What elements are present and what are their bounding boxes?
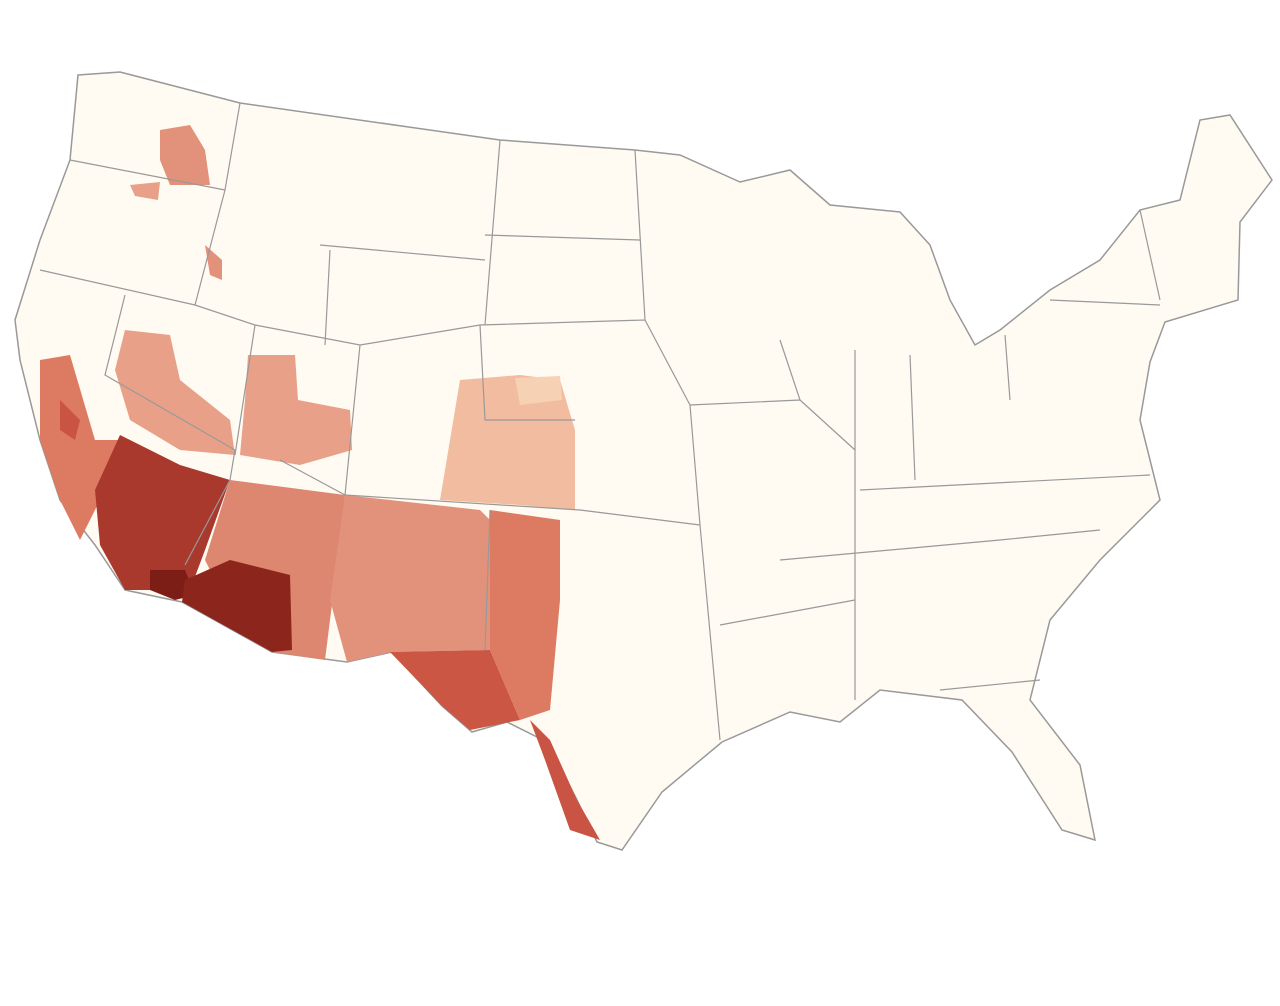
state-border [39,102,1161,741]
region [490,510,560,720]
region [60,400,80,440]
region [440,375,575,510]
region [530,720,600,840]
region [115,330,235,455]
region [330,495,490,662]
county-shading [40,125,600,840]
region [95,435,230,590]
region [515,376,562,405]
state-borders [39,102,1161,741]
region [205,245,222,280]
us-outline [14,71,1273,851]
region [160,125,210,185]
region [390,650,520,730]
region [182,560,292,652]
region [130,182,160,200]
region [240,355,352,465]
